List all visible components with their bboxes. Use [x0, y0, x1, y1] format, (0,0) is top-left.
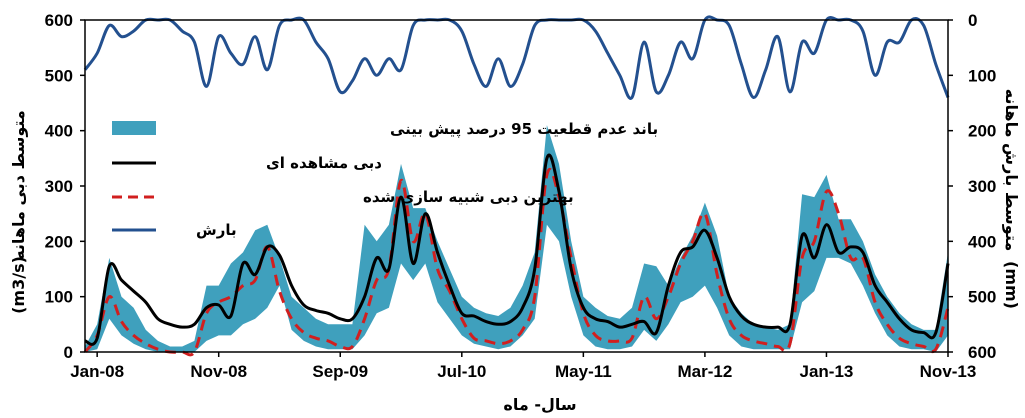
legend-entry-precip: بارش: [112, 221, 237, 239]
left-axis-title: متوسط دبی ماهانه: [9, 110, 28, 260]
x-tick-label: Mar-12: [677, 362, 732, 381]
right-axis-title-group: متوسط بارش ماهانه: [1002, 89, 1021, 252]
right-y-tick-label: 200: [968, 122, 996, 141]
left-y-tick-label: 300: [45, 177, 73, 196]
x-tick-label: Jan-13: [800, 362, 854, 381]
legend-entry-band: باند عدم قطعیت 95 درصد پیش بینی: [112, 120, 658, 139]
x-tick-label: Nov-08: [190, 362, 247, 381]
x-tick-label: Jan-08: [70, 362, 124, 381]
x-tick-label: Jul-10: [437, 362, 486, 381]
legend-entry-observed: دبی مشاهده ای: [112, 154, 382, 172]
left-y-tick-label: 500: [45, 66, 73, 85]
right-axis-unit-group: (mm): [1002, 261, 1021, 309]
left-y-tick-label: 0: [64, 343, 73, 362]
legend-label-simulated: بهترین دبی شبیه سازی شده: [363, 188, 574, 206]
right-axis-title: متوسط بارش ماهانه: [1002, 89, 1021, 252]
legend: باند عدم قطعیت 95 درصد پیش بینی دبی مشاه…: [112, 120, 658, 239]
left-axis-unit: (m3/s): [9, 256, 28, 314]
axes: 0 100 200 300 400 500 600 0 100 200 300 400 500 600 Ja…: [45, 11, 997, 381]
uncertainty-band: [85, 125, 948, 352]
precipitation-line: [83, 15, 950, 100]
right-y-tick-label: 600: [968, 343, 996, 362]
x-tick-label: May-11: [555, 362, 612, 381]
legend-label-precip: بارش: [196, 221, 237, 239]
uncertainty-band-layer: [85, 125, 948, 352]
legend-entry-simulated: بهترین دبی شبیه سازی شده: [112, 188, 574, 206]
legend-swatch-band: [112, 121, 156, 135]
left-axis-unit-group: (m3/s): [9, 256, 28, 314]
left-y-tick-label: 100: [45, 288, 73, 307]
simulated-flow-layer: [83, 167, 950, 357]
simulated-flow-line: [83, 167, 950, 357]
right-y-tick-label: 300: [968, 177, 996, 196]
right-y-tick-label: 500: [968, 288, 996, 307]
right-y-tick-label: 100: [968, 66, 996, 85]
right-y-tick-label: 0: [968, 11, 977, 30]
legend-label-band: باند عدم قطعیت 95 درصد پیش بینی: [390, 120, 658, 139]
left-y-tick-label: 200: [45, 232, 73, 251]
left-axis-title-group: متوسط دبی ماهانه: [9, 110, 28, 260]
legend-label-observed: دبی مشاهده ای: [266, 154, 382, 172]
x-axis-title: سال- ماه: [503, 395, 576, 414]
left-y-tick-label: 400: [45, 122, 73, 141]
right-axis-unit: (mm): [1002, 261, 1021, 309]
x-tick-label: Nov-13: [920, 362, 977, 381]
observed-flow-line: [84, 153, 950, 346]
observed-flow-layer: [84, 153, 950, 346]
precipitation-layer: [83, 15, 950, 100]
x-tick-label: Sep-09: [312, 362, 368, 381]
right-y-tick-label: 400: [968, 232, 996, 251]
left-y-tick-label: 600: [45, 11, 73, 30]
